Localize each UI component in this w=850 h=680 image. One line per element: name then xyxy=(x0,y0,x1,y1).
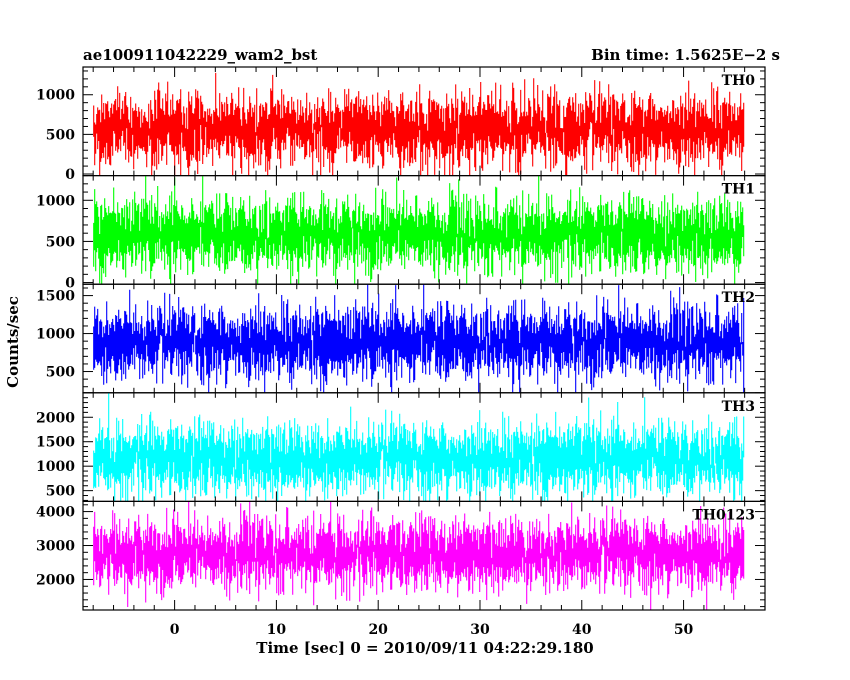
panel-label-th3: TH3 xyxy=(722,399,755,415)
y-tick-label: 1000 xyxy=(36,193,75,209)
panel-label-th2: TH2 xyxy=(722,290,755,306)
y-tick-label: 0 xyxy=(65,276,75,292)
chart-title-left: ae100911042229_wam2_bst xyxy=(83,46,317,64)
y-tick-label: 500 xyxy=(46,127,75,143)
series-th1 xyxy=(93,175,745,285)
panel-label-th0: TH0 xyxy=(722,73,756,89)
x-tick-label: 10 xyxy=(267,622,287,638)
x-tick-label: 40 xyxy=(572,622,592,638)
y-tick-label: 1500 xyxy=(36,435,75,451)
x-tick-label: 0 xyxy=(170,622,180,638)
y-tick-label: 500 xyxy=(46,484,75,500)
y-tick-label: 4000 xyxy=(36,505,75,521)
panel-label-th1: TH1 xyxy=(722,182,755,198)
chart-title-right: Bin time: 1.5625E−2 s xyxy=(591,46,780,64)
panels-group: TH005001000TH105001000TH250010001500TH35… xyxy=(36,66,766,638)
y-tick-label: 1000 xyxy=(36,459,75,475)
y-tick-label: 500 xyxy=(46,234,75,250)
series-th0 xyxy=(93,72,745,176)
x-tick-label: 30 xyxy=(470,622,490,638)
y-tick-label: 2000 xyxy=(36,572,75,588)
y-tick-label: 500 xyxy=(46,365,75,381)
y-tick-label: 0 xyxy=(65,167,75,183)
y-tick-label: 1500 xyxy=(36,289,75,305)
panel-frame-th0123 xyxy=(82,500,766,611)
x-axis-label: Time [sec] 0 = 2010/09/11 04:22:29.180 xyxy=(256,639,593,657)
y-tick-label: 3000 xyxy=(36,539,75,555)
y-tick-label: 1000 xyxy=(36,327,75,343)
y-tick-label: 2000 xyxy=(36,410,75,426)
series-th3 xyxy=(93,392,745,502)
series-th2 xyxy=(93,284,745,393)
series-th0123 xyxy=(93,501,745,610)
x-tick-label: 20 xyxy=(368,622,388,638)
panel-label-th0123: TH0123 xyxy=(692,507,755,523)
y-tick-label: 1000 xyxy=(36,88,75,104)
x-tick-label: 50 xyxy=(674,622,694,638)
y-axis-label: Counts/sec xyxy=(4,296,22,388)
